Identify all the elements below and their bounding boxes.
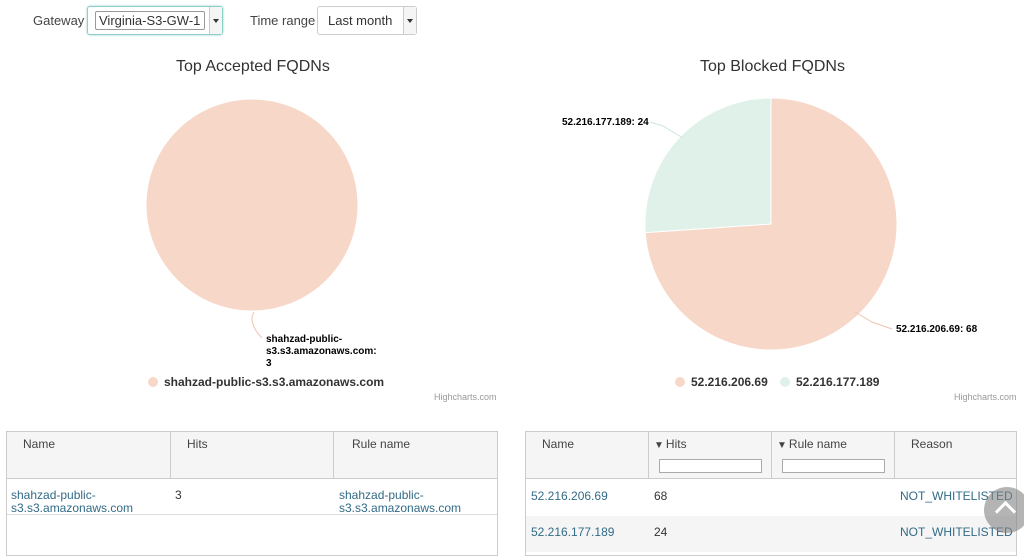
- blocked-pie-chart: [644, 97, 898, 351]
- cell-name[interactable]: shahzad-public- s3.s3.amazonaws.com: [11, 488, 134, 515]
- legend-dot: [780, 377, 790, 387]
- blocked-fqdn-table: Name ▼ Hits ▼ Rule name Reason 52.216.206.…: [525, 431, 1017, 556]
- data-label-connector: [251, 311, 263, 339]
- cell-reason[interactable]: NOT_WHITELISTED: [900, 525, 1013, 539]
- gateway-select[interactable]: Virginia-S3-GW-1: [87, 6, 223, 35]
- column-header-name[interactable]: Name: [526, 432, 649, 478]
- column-header-reason[interactable]: Reason: [911, 437, 953, 451]
- table-header: Name Hits Rule name: [7, 432, 497, 479]
- rule-name-filter-input[interactable]: [782, 459, 885, 473]
- table-row[interactable]: 52.216.206.69 68 NOT_WHITELISTED: [526, 480, 1016, 516]
- table-header: Name ▼ Hits ▼ Rule name Reason: [526, 432, 1016, 479]
- pie-slice[interactable]: [145, 98, 359, 312]
- cell-rule-name[interactable]: shahzad-public- s3.s3.amazonaws.com: [339, 488, 462, 515]
- column-header-name[interactable]: Name: [7, 432, 171, 478]
- legend-item[interactable]: 52.216.206.69: [675, 375, 768, 389]
- legend-dot: [675, 377, 685, 387]
- credits-link[interactable]: Highcharts.com: [954, 392, 1017, 402]
- chevron-down-icon: [209, 7, 222, 34]
- cell-hits: 24: [654, 525, 668, 539]
- cell-hits: 3: [175, 488, 182, 502]
- column-header-rule-name[interactable]: Rule name: [352, 437, 411, 451]
- data-label-connector: [649, 121, 684, 139]
- column-header-hits[interactable]: ▼ Hits: [649, 432, 772, 478]
- cell-name[interactable]: 52.216.206.69: [531, 489, 608, 503]
- legend-label: 52.216.206.69: [691, 375, 768, 389]
- chevron-down-icon: [403, 7, 416, 34]
- data-label-connector: [854, 311, 893, 330]
- credits-link[interactable]: Highcharts.com: [434, 392, 497, 402]
- time-range-label: Time range: [250, 13, 316, 28]
- funnel-icon[interactable]: ▼: [654, 440, 664, 451]
- cell-hits: 68: [654, 489, 668, 503]
- pie-slice[interactable]: [644, 97, 772, 234]
- gateway-select-value: Virginia-S3-GW-1: [99, 13, 201, 28]
- table-row[interactable]: 52.216.177.189 24 NOT_WHITELISTED: [526, 516, 1016, 552]
- accepted-data-label: shahzad-public- s3.s3.amazonaws.com: 3: [266, 334, 377, 370]
- funnel-icon[interactable]: ▼: [777, 440, 787, 451]
- data-label-line: shahzad-public-: [266, 334, 343, 345]
- chevron-up-icon[interactable]: [984, 487, 1024, 533]
- data-label-line: 3: [266, 358, 272, 369]
- cell-name[interactable]: 52.216.177.189: [531, 525, 615, 539]
- hits-filter-input[interactable]: [659, 459, 762, 473]
- accepted-pie-chart: [145, 98, 359, 312]
- accepted-chart-title: Top Accepted FQDNs: [176, 58, 330, 75]
- legend-label: 52.216.177.189: [796, 375, 880, 389]
- table-row[interactable]: shahzad-public- s3.s3.amazonaws.com 3 sh…: [7, 480, 497, 515]
- blocked-data-label: 52.216.206.69: 68: [896, 324, 978, 335]
- legend-item[interactable]: 52.216.177.189: [780, 375, 879, 389]
- accepted-fqdn-table: Name Hits Rule name shahzad-public- s3.s…: [6, 431, 498, 556]
- column-header-rule-name[interactable]: ▼ Rule name: [772, 432, 895, 478]
- time-range-select[interactable]: Last month: [317, 6, 417, 35]
- legend-label: shahzad-public-s3.s3.amazonaws.com: [164, 375, 385, 389]
- cell-reason[interactable]: NOT_WHITELISTED: [900, 489, 1013, 503]
- legend-item[interactable]: shahzad-public-s3.s3.amazonaws.com: [148, 375, 384, 389]
- column-header-hits[interactable]: Hits: [171, 432, 334, 478]
- blocked-chart-title: Top Blocked FQDNs: [700, 58, 845, 75]
- time-range-select-value: Last month: [328, 13, 393, 28]
- blocked-data-label: 52.216.177.189: 24: [562, 117, 649, 128]
- gateway-label: Gateway: [33, 13, 85, 28]
- data-label-line: s3.s3.amazonaws.com:: [266, 346, 377, 357]
- legend-dot: [148, 377, 158, 387]
